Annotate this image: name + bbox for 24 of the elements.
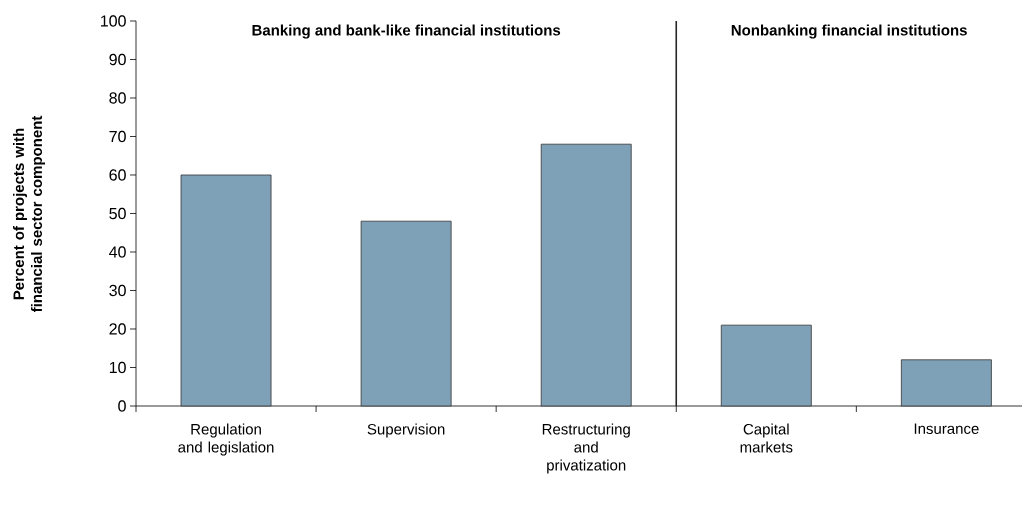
y-tick-label: 100 — [101, 15, 126, 27]
y-tick-label: 30 — [109, 284, 126, 297]
y-tick-label: 80 — [109, 92, 126, 104]
y-tick-label: 50 — [109, 207, 126, 220]
y-tick-label: 60 — [109, 169, 126, 181]
y-tick-label: 40 — [109, 246, 126, 258]
x-tick-label: Supervision — [367, 423, 445, 438]
annotation: Banking and bank-like financial institutions — [252, 24, 561, 39]
y-tick-label: 90 — [109, 53, 126, 66]
y-tick-label: 70 — [109, 130, 126, 143]
y-tick-label: 10 — [109, 361, 126, 374]
annotation: Nonbanking financial institutions — [731, 24, 967, 39]
y-tick-label: 0 — [118, 400, 126, 412]
bar — [180, 174, 272, 407]
y-tick-label: 20 — [109, 323, 126, 335]
bar — [720, 324, 812, 407]
x-tick-label: Insurance — [914, 423, 979, 434]
bar — [360, 220, 452, 407]
x-tick-label: Regulation and legislation — [178, 423, 274, 456]
x-tick-label: Capital markets — [740, 423, 793, 453]
y-axis-title: Percent of projects with financial sector component — [13, 115, 45, 313]
bar — [900, 359, 992, 407]
bar — [540, 143, 632, 407]
x-tick-label: Restructuring and privatization — [542, 423, 630, 474]
